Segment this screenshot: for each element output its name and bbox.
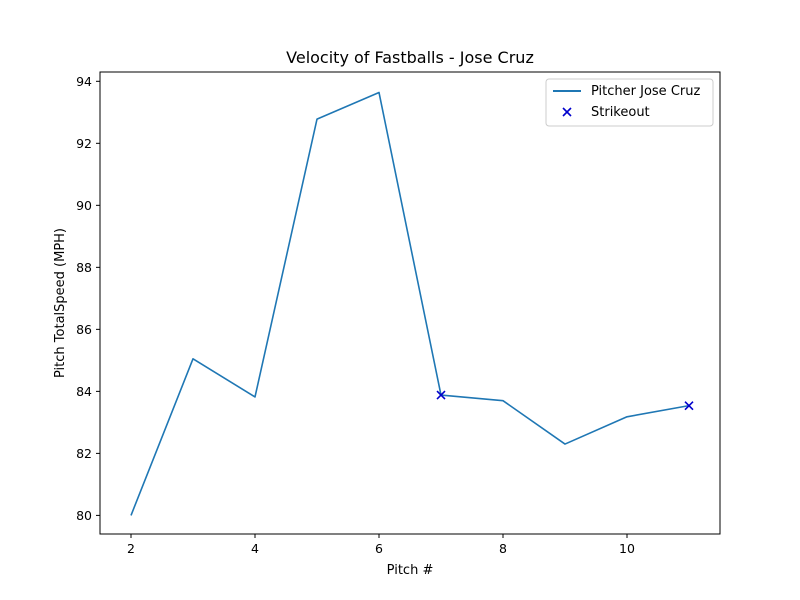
- legend-x-marker-icon: [562, 107, 572, 117]
- x-tick-label: 2: [127, 541, 135, 556]
- chart-title: Velocity of Fastballs - Jose Cruz: [286, 48, 534, 67]
- x-tick-label: 10: [619, 541, 635, 556]
- y-tick-label: 94: [76, 74, 92, 89]
- y-tick-label: 86: [76, 322, 92, 337]
- y-tick-label: 84: [76, 384, 92, 399]
- x-axis-label: Pitch #: [387, 563, 434, 578]
- x-tick-label: 6: [375, 541, 383, 556]
- legend-entry-strikeout: Strikeout: [591, 105, 650, 120]
- series-line-pitcher: [130, 91, 690, 516]
- legend-entry-line: Pitcher Jose Cruz: [591, 84, 700, 99]
- strikeout-marker: [684, 401, 694, 411]
- plot-area: [99, 71, 721, 535]
- y-tick-label: 82: [76, 446, 92, 461]
- plot-frame: [99, 71, 721, 535]
- legend-x-marker: [562, 107, 572, 117]
- x-axis: 2 4 6 8 10: [127, 534, 635, 556]
- strikeout-marker: [436, 390, 446, 400]
- x-tick-label: 8: [499, 541, 507, 556]
- y-axis: 80 82 84 86 88 90 92 94: [76, 74, 100, 523]
- x-tick-label: 4: [251, 541, 259, 556]
- y-tick-label: 90: [76, 198, 92, 213]
- series-layer: [130, 91, 694, 516]
- y-tick-label: 80: [76, 508, 92, 523]
- legend: Pitcher Jose Cruz Strikeout: [545, 78, 714, 127]
- y-tick-label: 88: [76, 260, 92, 275]
- legend-box: [545, 78, 714, 127]
- y-axis-label: Pitch TotalSpeed (MPH): [53, 228, 68, 378]
- y-tick-label: 92: [76, 136, 92, 151]
